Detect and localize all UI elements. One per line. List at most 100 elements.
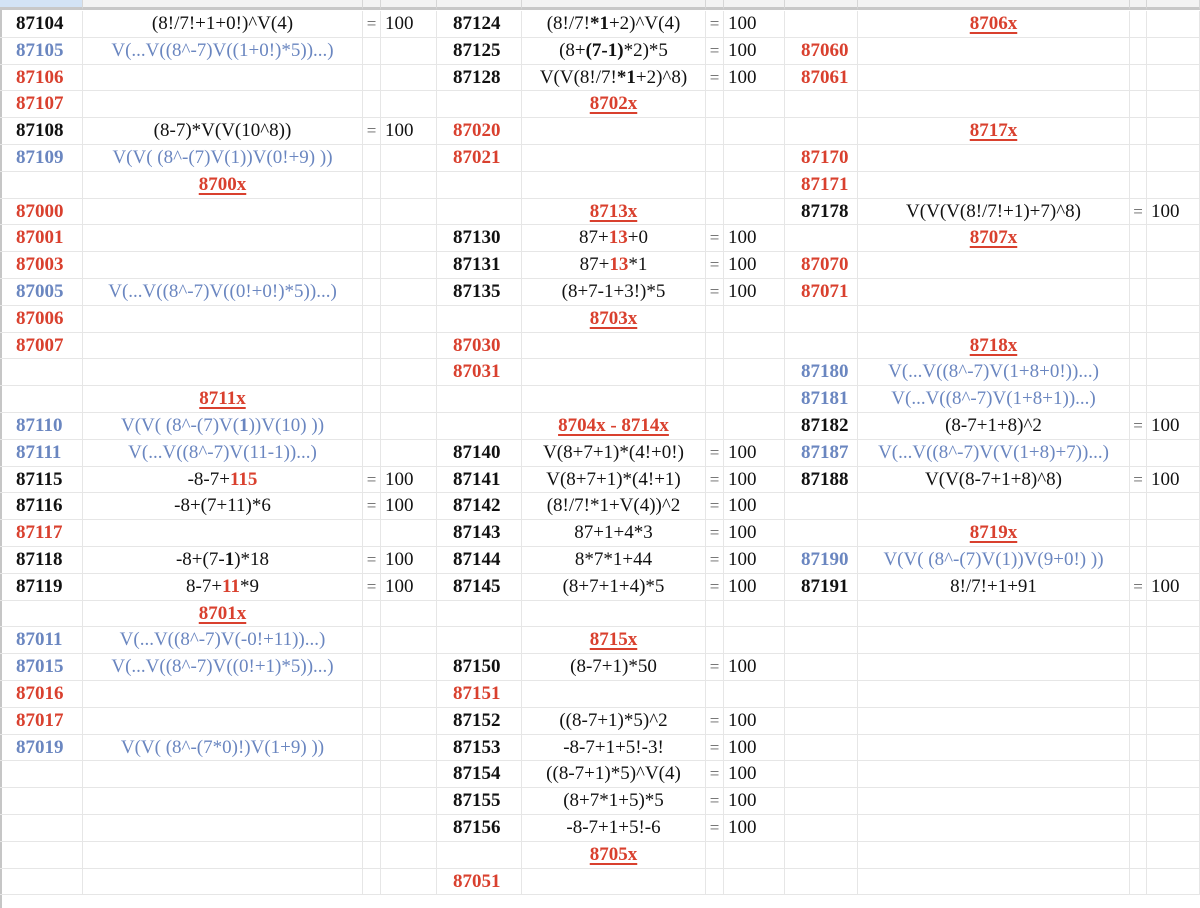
equals-cell[interactable] (706, 332, 724, 360)
code-cell[interactable] (785, 654, 858, 681)
code-cell[interactable]: 87030 (437, 332, 522, 360)
equals-cell[interactable] (706, 145, 724, 172)
code-cell[interactable]: 87070 (785, 252, 858, 279)
result-cell[interactable]: 100 (724, 225, 785, 253)
equals-cell[interactable] (1130, 547, 1147, 574)
result-cell[interactable] (1147, 37, 1200, 65)
equals-cell[interactable] (363, 439, 381, 467)
equals-cell[interactable] (363, 252, 381, 279)
code-cell[interactable] (785, 734, 858, 762)
expression-cell[interactable] (858, 761, 1130, 789)
code-cell[interactable] (0, 600, 83, 628)
expression-cell[interactable] (83, 91, 363, 119)
expression-cell[interactable]: (8+7-1+3!)*5 (522, 279, 706, 306)
equals-cell[interactable] (1130, 654, 1147, 681)
code-cell[interactable] (785, 91, 858, 119)
result-cell[interactable] (1147, 654, 1200, 681)
equals-cell[interactable]: = (706, 520, 724, 547)
equals-cell[interactable] (363, 359, 381, 387)
result-cell[interactable] (724, 627, 785, 655)
code-cell[interactable]: 87131 (437, 252, 522, 279)
equals-cell[interactable] (1130, 11, 1147, 38)
result-cell[interactable] (724, 868, 785, 896)
result-cell[interactable] (724, 681, 785, 708)
equals-cell[interactable] (706, 386, 724, 413)
expression-cell[interactable] (83, 788, 363, 815)
equals-cell[interactable] (706, 868, 724, 896)
expression-cell[interactable]: 8!/7!+1+91 (858, 573, 1130, 601)
code-cell[interactable] (785, 707, 858, 735)
result-cell[interactable] (724, 600, 785, 628)
result-cell[interactable]: 100 (1147, 413, 1200, 440)
result-cell[interactable] (1147, 681, 1200, 708)
equals-cell[interactable] (363, 600, 381, 628)
code-cell[interactable]: 87005 (0, 279, 83, 306)
expression-cell[interactable] (83, 305, 363, 333)
equals-cell[interactable] (1130, 91, 1147, 119)
expression-cell[interactable]: V(...V((8^-7)V(-0!+11))...) (83, 627, 363, 655)
equals-cell[interactable] (1130, 332, 1147, 360)
code-cell[interactable] (785, 11, 858, 38)
result-cell[interactable] (1147, 868, 1200, 896)
expression-cell[interactable] (83, 225, 363, 253)
result-cell[interactable]: 100 (1147, 198, 1200, 226)
expression-cell[interactable]: (8-7)*V(V(10^8)) (83, 118, 363, 145)
code-cell[interactable] (785, 815, 858, 842)
expression-cell[interactable] (83, 332, 363, 360)
expression-cell[interactable]: V(V( (8^-(7*0)!)V(1+9) )) (83, 734, 363, 762)
expression-cell[interactable] (858, 493, 1130, 521)
code-cell[interactable] (437, 91, 522, 119)
expression-cell[interactable]: 87+13+0 (522, 225, 706, 253)
expression-cell[interactable] (522, 145, 706, 172)
code-cell[interactable]: 87011 (0, 627, 83, 655)
column-header[interactable] (381, 0, 437, 10)
equals-cell[interactable] (363, 413, 381, 440)
result-cell[interactable]: 100 (724, 734, 785, 762)
code-cell[interactable]: 87021 (437, 145, 522, 172)
result-cell[interactable] (1147, 145, 1200, 172)
section-header-cell[interactable]: 8719x (858, 520, 1130, 547)
result-cell[interactable] (1147, 252, 1200, 279)
expression-cell[interactable] (858, 815, 1130, 842)
result-cell[interactable] (1147, 305, 1200, 333)
equals-cell[interactable] (363, 91, 381, 119)
equals-cell[interactable] (363, 734, 381, 762)
result-cell[interactable] (1147, 788, 1200, 815)
expression-cell[interactable]: 8-7+11*9 (83, 573, 363, 601)
code-cell[interactable]: 87106 (0, 64, 83, 92)
code-cell[interactable]: 87115 (0, 466, 83, 494)
expression-cell[interactable]: -8-7+115 (83, 466, 363, 494)
expression-cell[interactable]: V(V( (8^-(7)V(1))V(9+0!) )) (858, 547, 1130, 574)
code-cell[interactable]: 87071 (785, 279, 858, 306)
result-cell[interactable] (381, 841, 437, 869)
result-cell[interactable] (1147, 734, 1200, 762)
expression-cell[interactable] (522, 386, 706, 413)
code-cell[interactable]: 87144 (437, 547, 522, 574)
code-cell[interactable]: 87152 (437, 707, 522, 735)
result-cell[interactable] (381, 359, 437, 387)
code-cell[interactable]: 87104 (0, 11, 83, 38)
result-cell[interactable]: 100 (724, 37, 785, 65)
equals-cell[interactable]: = (706, 11, 724, 38)
code-cell[interactable]: 87181 (785, 386, 858, 413)
equals-cell[interactable] (363, 64, 381, 92)
section-header-cell[interactable]: 8707x (858, 225, 1130, 253)
expression-cell[interactable]: V(...V((8^-7)V(1+8+0!))...) (858, 359, 1130, 387)
equals-cell[interactable] (363, 788, 381, 815)
expression-cell[interactable]: V(8+7+1)*(4!+1) (522, 466, 706, 494)
equals-cell[interactable] (363, 707, 381, 735)
result-cell[interactable] (724, 118, 785, 145)
expression-cell[interactable]: 8*7*1+44 (522, 547, 706, 574)
expression-cell[interactable]: V(V( (8^-(7)V(1))V(10) )) (83, 413, 363, 440)
code-cell[interactable]: 87016 (0, 681, 83, 708)
result-cell[interactable]: 100 (724, 252, 785, 279)
result-cell[interactable] (381, 386, 437, 413)
result-cell[interactable] (381, 37, 437, 65)
result-cell[interactable]: 100 (381, 466, 437, 494)
code-cell[interactable]: 87107 (0, 91, 83, 119)
code-cell[interactable] (437, 841, 522, 869)
code-cell[interactable]: 87156 (437, 815, 522, 842)
expression-cell[interactable] (858, 788, 1130, 815)
code-cell[interactable]: 87170 (785, 145, 858, 172)
code-cell[interactable]: 87020 (437, 118, 522, 145)
